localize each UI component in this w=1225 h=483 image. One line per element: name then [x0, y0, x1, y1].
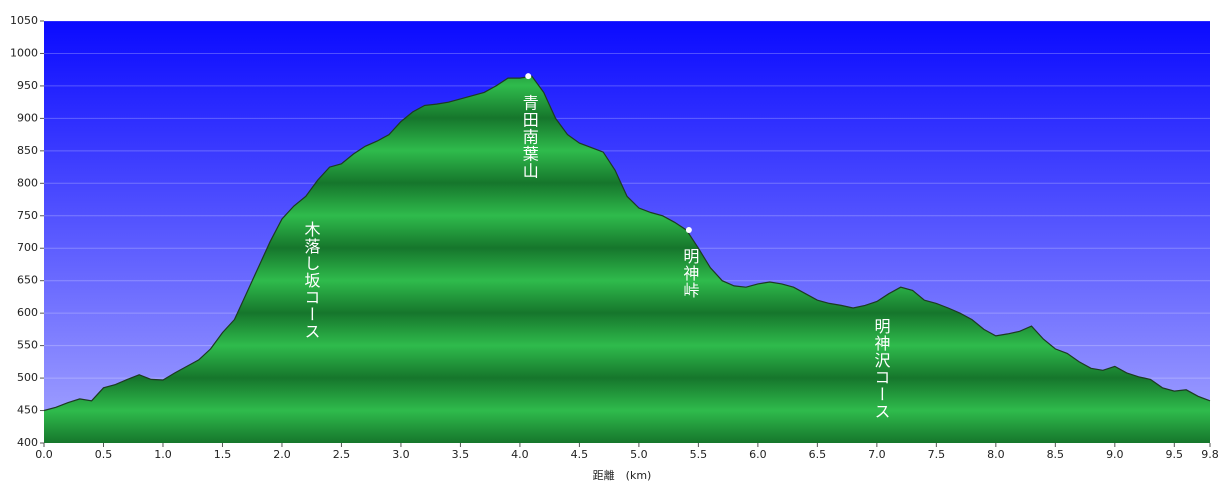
- x-tick-label: 8.0: [987, 448, 1005, 461]
- y-tick-label: 550: [17, 339, 38, 352]
- y-tick-label: 650: [17, 274, 38, 287]
- x-tick-label: 6.0: [749, 448, 767, 461]
- y-tick-label: 900: [17, 111, 38, 124]
- y-tick-label: 950: [17, 79, 38, 92]
- y-tick-label: 1000: [10, 46, 38, 59]
- x-tick-label: 9.8: [1201, 448, 1219, 461]
- y-tick-label: 1050: [10, 14, 38, 27]
- x-tick-label: 8.5: [1047, 448, 1065, 461]
- x-axis-title: 距離 (km): [593, 468, 652, 482]
- course-label: 木落し坂コース: [302, 221, 321, 340]
- x-tick-label: 6.5: [809, 448, 827, 461]
- elevation-area: [44, 76, 1210, 443]
- x-tick-label: 3.5: [452, 448, 470, 461]
- x-tick-label: 5.0: [630, 448, 648, 461]
- y-tick-label: 800: [17, 176, 38, 189]
- x-tick-label: 3.0: [392, 448, 410, 461]
- y-tick-label: 700: [17, 241, 38, 254]
- y-tick-label: 400: [17, 436, 38, 449]
- x-tick-label: 0.0: [35, 448, 53, 461]
- y-tick-label: 750: [17, 209, 38, 222]
- x-tick-label: 1.5: [214, 448, 232, 461]
- x-tick-label: 2.5: [333, 448, 351, 461]
- y-tick-label: 500: [17, 371, 38, 384]
- x-tick-label: 9.0: [1106, 448, 1124, 461]
- x-tick-label: 1.0: [154, 448, 172, 461]
- x-tick-label: 0.5: [95, 448, 113, 461]
- x-tick-label: 7.0: [868, 448, 886, 461]
- x-tick-label: 2.0: [273, 448, 291, 461]
- elevation-line: [43, 75, 1211, 412]
- x-tick-label: 7.5: [928, 448, 946, 461]
- x-tick-label: 5.5: [690, 448, 708, 461]
- marker-label: 青田南葉山: [520, 94, 539, 179]
- course-label: 明神沢コース: [872, 318, 891, 420]
- peak-marker: [685, 227, 692, 234]
- x-tick-label: 4.0: [511, 448, 529, 461]
- marker-label: 明神峠: [680, 248, 699, 299]
- y-tick-label: 850: [17, 144, 38, 157]
- x-tick-label: 9.5: [1166, 448, 1184, 461]
- y-tick-label: 600: [17, 306, 38, 319]
- peak-marker: [525, 73, 532, 80]
- x-tick-label: 4.5: [571, 448, 589, 461]
- y-tick-label: 450: [17, 404, 38, 417]
